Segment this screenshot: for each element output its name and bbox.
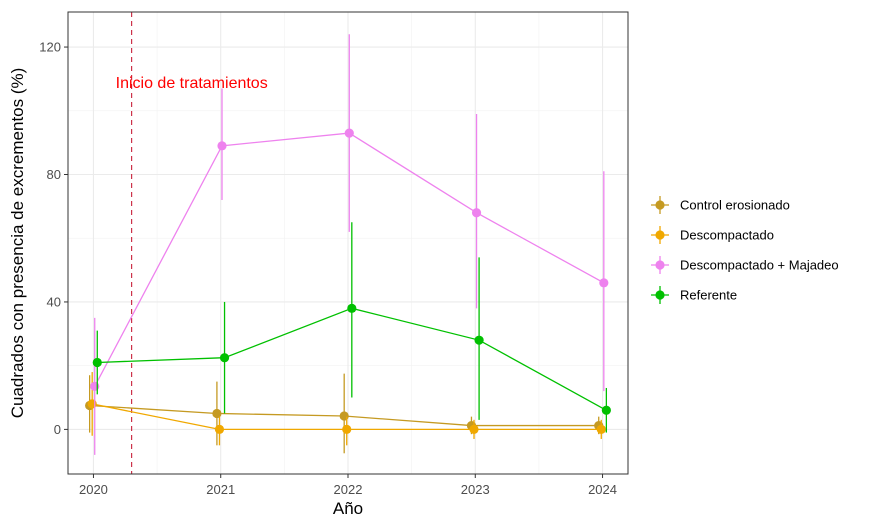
data-point [596, 424, 606, 434]
series [85, 373, 604, 454]
data-point [219, 353, 230, 363]
data-point [347, 303, 357, 313]
x-tick-label: 2022 [334, 482, 363, 497]
series [92, 222, 611, 433]
data-point [87, 399, 97, 409]
y-tick-label: 80 [47, 167, 61, 182]
legend-label: Referente [680, 288, 737, 303]
data-point [214, 424, 225, 434]
data-point [342, 424, 352, 434]
axis-ticks: 0 40 80 120 2020 2021 2022 2023 2024 [39, 40, 617, 497]
data-point [217, 141, 227, 151]
legend-label: Control erosionado [680, 198, 790, 213]
x-tick-label: 2021 [206, 482, 235, 497]
data-point [90, 381, 100, 391]
legend-key-point [655, 260, 665, 270]
data-point [471, 208, 482, 218]
legend-key-point [655, 290, 665, 300]
data-point [339, 411, 349, 421]
data-point [92, 357, 102, 368]
y-axis-title: Cuadrados con presencia de excrementos (… [8, 68, 27, 419]
y-tick-label: 0 [54, 422, 61, 437]
legend-label: Descompactado [680, 228, 774, 243]
legend-key-point [655, 230, 665, 240]
legend-item: Descompactado + Majadeo [651, 256, 839, 274]
legend-item: Referente [651, 286, 737, 304]
data-point [474, 335, 484, 345]
legend-item: Control erosionado [651, 196, 790, 214]
data-point [344, 128, 354, 138]
legend-key-point [655, 200, 665, 210]
data-point [212, 408, 222, 419]
series [87, 372, 606, 446]
data-point [599, 278, 609, 288]
data-point [469, 424, 479, 434]
grid [68, 12, 628, 474]
y-tick-label: 40 [47, 294, 61, 309]
series [90, 34, 609, 455]
treatment-start-label: Inicio de tratamientos [116, 75, 268, 92]
y-tick-label: 120 [39, 40, 61, 55]
legend-item: Descompactado [651, 226, 774, 244]
legend: Control erosionado Descompactado Descompac… [651, 196, 839, 304]
x-tick-label: 2020 [79, 482, 108, 497]
x-tick-label: 2024 [588, 482, 617, 497]
legend-label: Descompactado + Majadeo [680, 258, 839, 273]
annotation-layer: Inicio de tratamientos [116, 12, 268, 474]
series-layer [85, 34, 611, 455]
x-axis-title: Año [333, 499, 363, 518]
x-tick-label: 2023 [461, 482, 490, 497]
data-point [601, 405, 611, 415]
